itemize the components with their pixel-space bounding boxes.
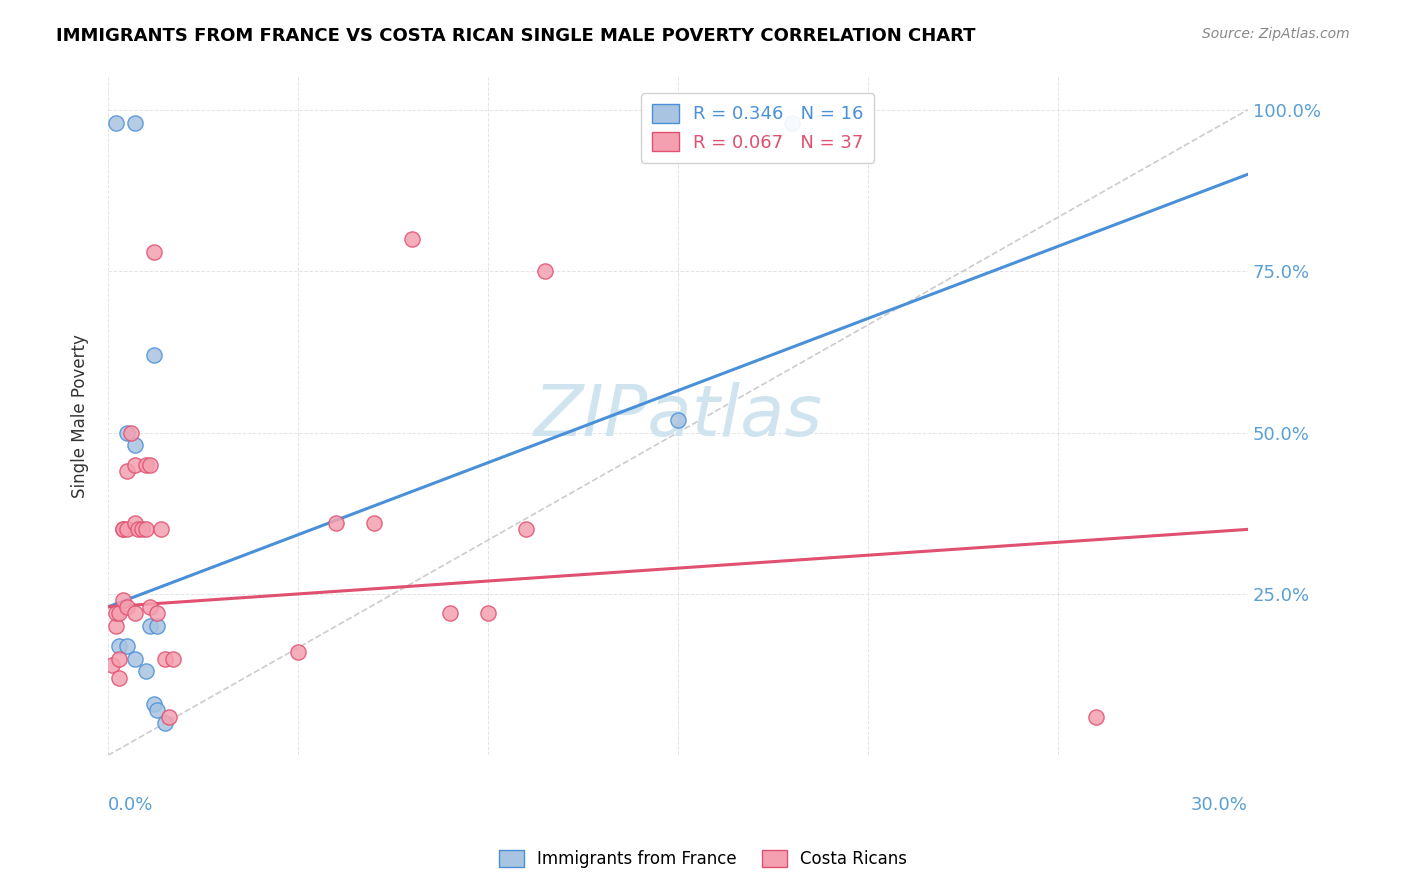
Point	[515, 522, 537, 536]
Point	[146, 703, 169, 717]
Point	[1084, 709, 1107, 723]
Point	[115, 464, 138, 478]
Point	[142, 244, 165, 259]
Point	[101, 657, 124, 672]
Point	[115, 639, 138, 653]
Text: 30.0%: 30.0%	[1191, 796, 1249, 814]
Point	[780, 115, 803, 129]
Point	[162, 651, 184, 665]
Point	[401, 232, 423, 246]
Point	[124, 516, 146, 530]
Point	[104, 607, 127, 621]
Point	[153, 651, 176, 665]
Point	[142, 697, 165, 711]
Text: IMMIGRANTS FROM FRANCE VS COSTA RICAN SINGLE MALE POVERTY CORRELATION CHART: IMMIGRANTS FROM FRANCE VS COSTA RICAN SI…	[56, 27, 976, 45]
Point	[135, 458, 157, 472]
Point	[124, 438, 146, 452]
Text: 0.0%: 0.0%	[108, 796, 153, 814]
Point	[287, 645, 309, 659]
Point	[150, 522, 173, 536]
Point	[477, 607, 499, 621]
Point	[666, 412, 689, 426]
Point	[139, 619, 162, 633]
Point	[112, 522, 135, 536]
Point	[108, 651, 131, 665]
Point	[124, 458, 146, 472]
Point	[157, 709, 180, 723]
Point	[139, 458, 162, 472]
Point	[534, 264, 557, 278]
Point	[142, 348, 165, 362]
Point	[135, 665, 157, 679]
Point	[115, 425, 138, 440]
Point	[108, 639, 131, 653]
Point	[112, 593, 135, 607]
Point	[115, 599, 138, 614]
Point	[104, 619, 127, 633]
Point	[104, 115, 127, 129]
Point	[153, 716, 176, 731]
Text: Source: ZipAtlas.com: Source: ZipAtlas.com	[1202, 27, 1350, 41]
Point	[127, 522, 149, 536]
Point	[439, 607, 461, 621]
Point	[131, 522, 153, 536]
Y-axis label: Single Male Poverty: Single Male Poverty	[72, 334, 89, 499]
Point	[325, 516, 347, 530]
Legend: R = 0.346   N = 16, R = 0.067   N = 37: R = 0.346 N = 16, R = 0.067 N = 37	[641, 94, 875, 162]
Point	[146, 607, 169, 621]
Point	[124, 115, 146, 129]
Point	[146, 619, 169, 633]
Point	[124, 607, 146, 621]
Text: ZIPatlas: ZIPatlas	[533, 382, 823, 450]
Point	[108, 607, 131, 621]
Point	[108, 671, 131, 685]
Point	[112, 522, 135, 536]
Point	[139, 599, 162, 614]
Point	[363, 516, 385, 530]
Point	[135, 522, 157, 536]
Point	[120, 425, 142, 440]
Point	[124, 651, 146, 665]
Point	[115, 522, 138, 536]
Legend: Immigrants from France, Costa Ricans: Immigrants from France, Costa Ricans	[492, 843, 914, 875]
